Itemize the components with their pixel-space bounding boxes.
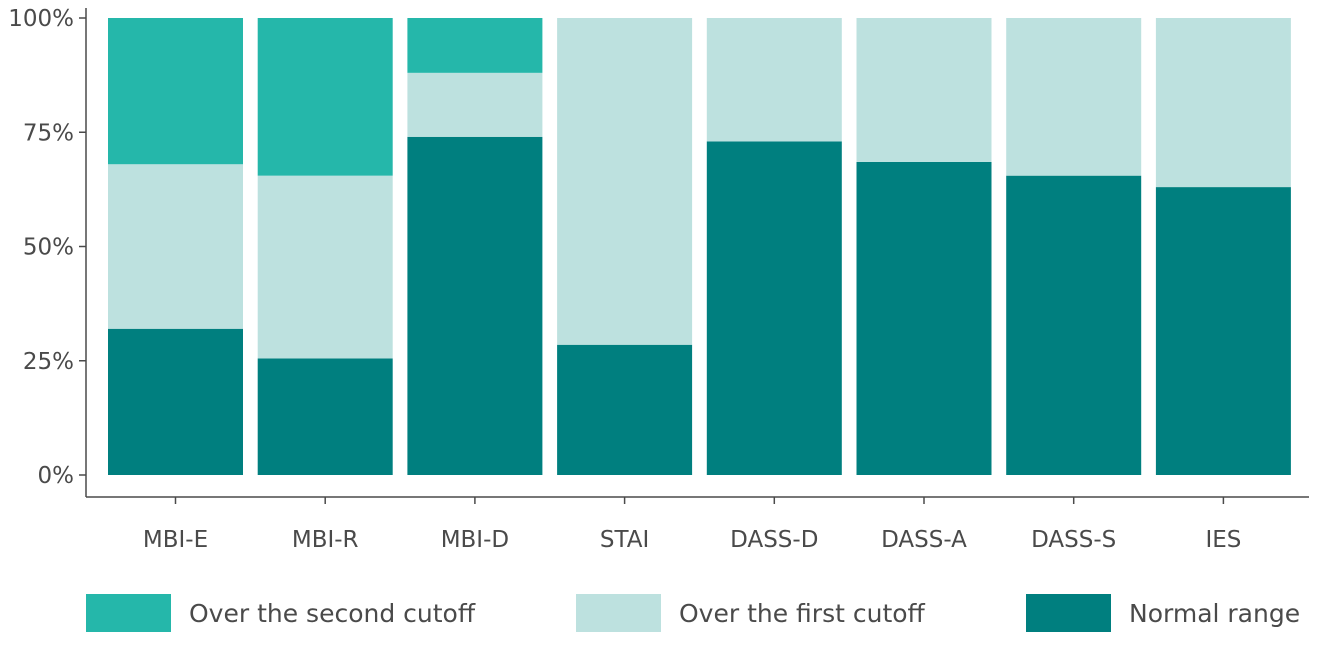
legend-item-first-cutoff: Over the first cutoff [576, 594, 925, 632]
legend-label-normal-range: Normal range [1129, 598, 1301, 628]
bar-segment-stai-0 [557, 344, 693, 475]
legend-swatch-normal-range [1026, 594, 1111, 632]
x-category-label: DASS-S [1031, 527, 1116, 553]
bars-group [108, 18, 1291, 476]
legend: Over the second cutoff Over the first cu… [0, 594, 1326, 634]
bar-segment-mbi-d-2 [407, 18, 543, 73]
y-tick-label: 100% [8, 6, 74, 32]
x-category-label: DASS-A [881, 527, 967, 553]
bar-segment-mbi-d-1 [407, 72, 543, 137]
bar-segment-dass-d-1 [706, 18, 842, 142]
bar-segment-dass-s-1 [1006, 18, 1142, 176]
bar-segment-mbi-r-0 [257, 358, 393, 475]
bar-segment-dass-d-0 [706, 141, 842, 475]
bar-segment-mbi-e-0 [108, 328, 243, 475]
y-ticks-group: 0% 25% 50% 75% 100% [8, 6, 86, 489]
y-tick-label: 0% [38, 463, 75, 489]
x-ticks-group: MBI-E MBI-R MBI-D STAI DASS-D DASS-A DASS-S IES [143, 497, 1241, 553]
bar-segment-mbi-d-0 [407, 136, 543, 475]
y-tick-label: 50% [23, 235, 74, 261]
bar-segment-mbi-e-2 [108, 18, 243, 165]
bar-segment-mbi-r-1 [257, 175, 393, 359]
legend-label-second-cutoff: Over the second cutoff [189, 598, 476, 628]
legend-swatch-second-cutoff [86, 594, 171, 632]
legend-item-second-cutoff: Over the second cutoff [86, 594, 475, 632]
y-tick-label: 25% [23, 349, 74, 375]
legend-swatch-first-cutoff [576, 594, 661, 632]
stacked-bar-chart: 0% 25% 50% 75% 100% MBI-E MBI-R MBI-D STAI DASS-… [8, 6, 1309, 553]
x-category-label: STAI [600, 527, 649, 553]
legend-item-normal-range: Normal range [1026, 594, 1300, 632]
x-category-label: MBI-E [143, 527, 208, 553]
bar-segment-dass-a-1 [856, 18, 992, 162]
x-category-label: DASS-D [730, 527, 818, 553]
y-tick-label: 75% [23, 120, 74, 146]
x-category-label: MBI-R [292, 527, 359, 553]
bar-segment-mbi-r-2 [257, 18, 393, 176]
legend-label-first-cutoff: Over the first cutoff [679, 598, 925, 628]
bar-segment-stai-1 [557, 18, 693, 345]
x-category-label: IES [1205, 527, 1241, 553]
x-category-label: MBI-D [441, 527, 509, 553]
bar-segment-dass-s-0 [1006, 175, 1142, 476]
bar-segment-ies-0 [1155, 187, 1291, 475]
bar-segment-mbi-e-1 [108, 164, 243, 329]
bar-segment-dass-a-0 [856, 161, 992, 475]
bar-segment-ies-1 [1155, 18, 1291, 188]
